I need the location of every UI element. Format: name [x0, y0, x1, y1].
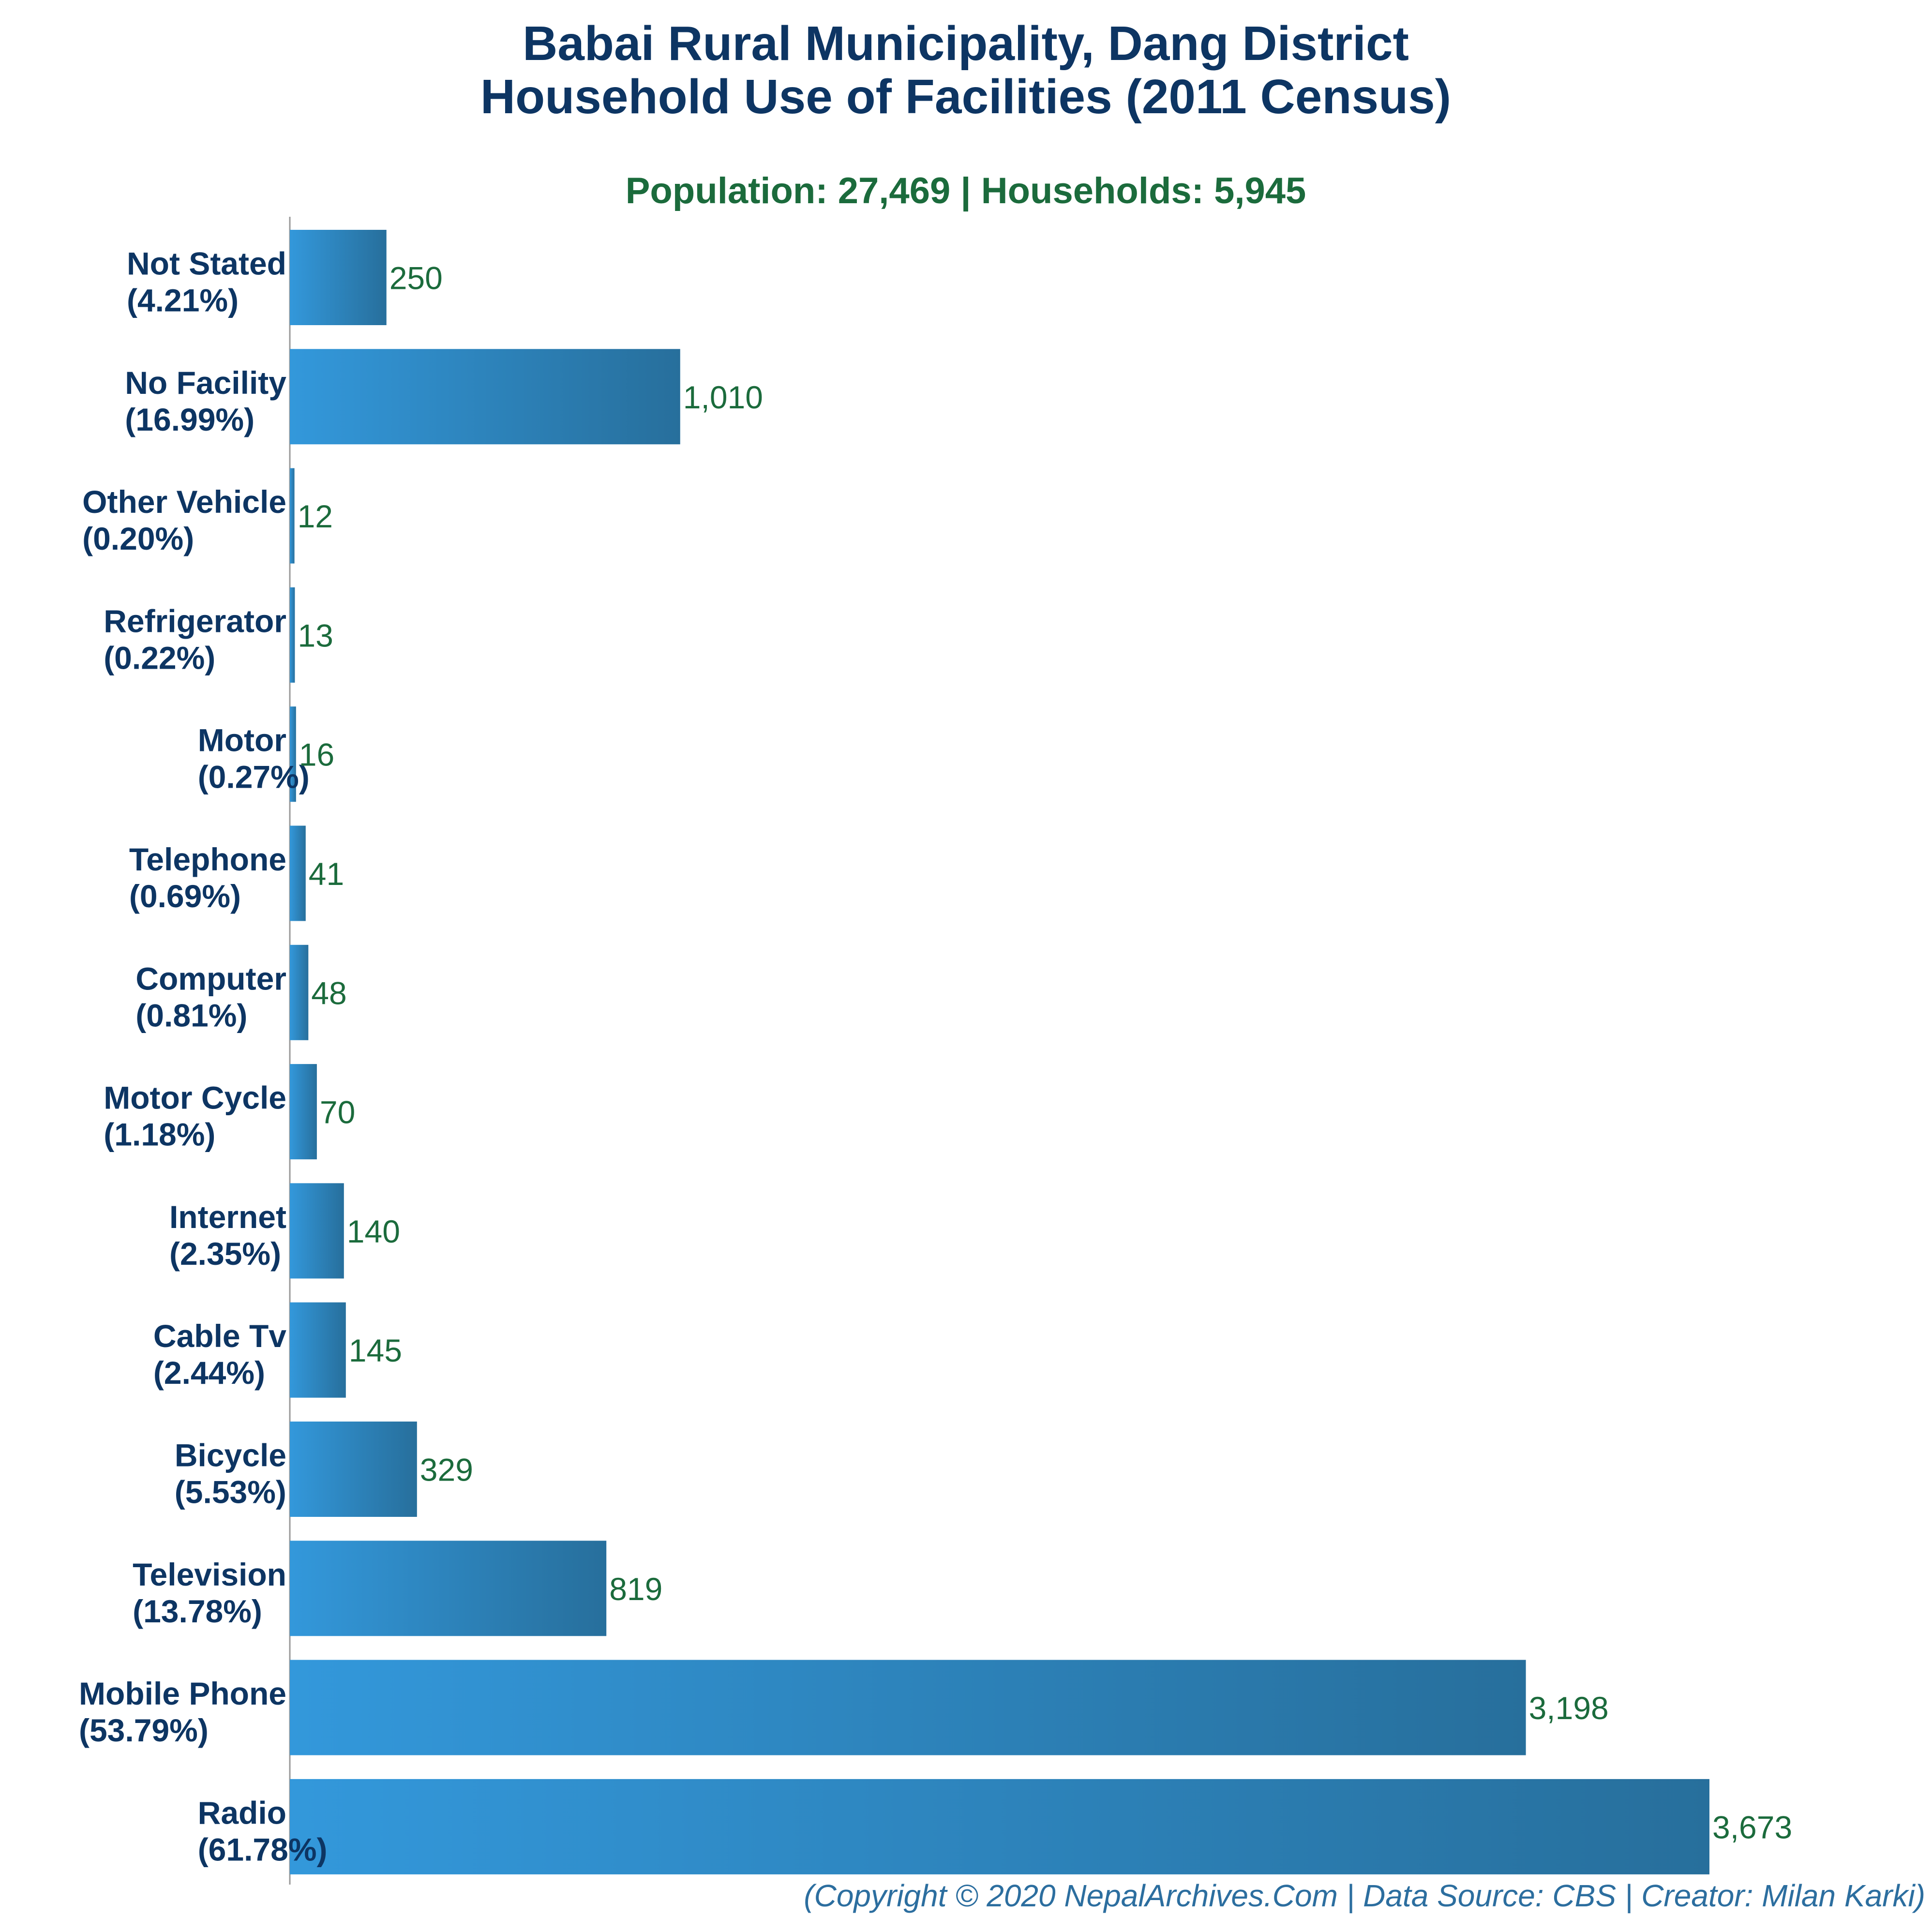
category-label: Internet: [169, 1199, 286, 1235]
bar: [290, 1779, 1709, 1874]
category-percent-label: (0.22%): [104, 640, 215, 675]
value-label: 13: [298, 617, 333, 653]
bar: [290, 1660, 1526, 1755]
value-label: 41: [309, 856, 344, 892]
category-percent-label: (53.79%): [79, 1712, 209, 1748]
category-percent-label: (5.53%): [175, 1474, 286, 1510]
value-label: 140: [347, 1213, 400, 1249]
category-label: Computer: [135, 960, 286, 996]
footer-credit: (Copyright © 2020 NepalArchives.Com | Da…: [804, 1878, 1925, 1914]
bar-row: Refrigerator(0.22%) 13: [104, 587, 333, 683]
bar-row: Motor(0.27%)16: [198, 706, 334, 802]
bar: [290, 230, 387, 325]
bar: [290, 944, 309, 1040]
bar-row: Radio(61.78%) 3,673: [198, 1779, 1792, 1874]
bar-row: Internet(2.35%) 140: [169, 1183, 400, 1279]
bar-row: Motor Cycle(1.18%) 70: [104, 1064, 355, 1160]
category-percent-label: (0.27%): [198, 759, 310, 795]
category-label: Motor Cycle: [104, 1080, 286, 1116]
bar: [290, 587, 295, 683]
value-label: 3,673: [1712, 1809, 1792, 1845]
value-label: 3,198: [1529, 1690, 1609, 1726]
bar: [290, 1064, 317, 1160]
category-percent-label: (61.78%): [198, 1831, 328, 1867]
chart-title-line-1: Babai Rural Municipality, Dang District: [523, 16, 1409, 71]
bar: [290, 1422, 417, 1517]
category-percent-label: (13.78%): [133, 1593, 262, 1629]
bar: [290, 468, 295, 564]
bar-row: Mobile Phone(53.79%) 3,198: [79, 1660, 1609, 1755]
category-percent-label: (0.81%): [135, 997, 247, 1033]
category-percent-label: (0.20%): [82, 521, 194, 556]
category-percent-label: (0.69%): [129, 878, 241, 914]
category-label: No Facility: [125, 365, 286, 401]
value-label: 329: [420, 1452, 473, 1488]
bar: [290, 1183, 344, 1279]
category-label: Radio: [198, 1795, 286, 1830]
bar-row: Not Stated(4.21%) 250: [127, 230, 443, 325]
bar-row: Television(13.78%) 819: [133, 1541, 662, 1636]
bar-row: Cable Tv(2.44%) 145: [153, 1302, 402, 1398]
category-percent-label: (1.18%): [104, 1117, 215, 1153]
chart-title-line-2: Household Use of Facilities (2011 Census…: [480, 70, 1451, 124]
bars-layer: Not Stated(4.21%) 250 No Facility(16.99%) 1…: [79, 230, 1792, 1874]
bar: [290, 349, 680, 445]
category-percent-label: (2.44%): [153, 1355, 265, 1391]
bar-row: No Facility(16.99%) 1,010: [125, 349, 763, 445]
bar-row: Computer(0.81%) 48: [135, 944, 347, 1040]
bar: [290, 825, 306, 921]
value-label: 145: [349, 1333, 402, 1368]
bar: [290, 1541, 607, 1636]
bar: [290, 706, 296, 802]
chart-subtitle: Population: 27,469 | Households: 5,945: [626, 170, 1306, 212]
value-label: 819: [609, 1571, 662, 1607]
value-label: 48: [311, 975, 346, 1011]
category-percent-label: (16.99%): [125, 402, 255, 437]
category-label: Television: [133, 1557, 286, 1592]
category-label: Motor: [198, 722, 286, 758]
category-percent-label: (2.35%): [169, 1236, 281, 1272]
value-label: 1,010: [683, 379, 763, 415]
category-label: Bicycle: [175, 1438, 286, 1473]
bar: [290, 1302, 346, 1398]
bar-row: Telephone(0.69%) 41: [129, 825, 344, 921]
category-label: Cable Tv: [153, 1318, 286, 1354]
category-label: Mobile Phone: [79, 1676, 286, 1711]
category-label: Telephone: [129, 841, 286, 877]
category-label: Other Vehicle: [82, 484, 286, 520]
category-percent-label: (4.21%): [127, 283, 239, 318]
category-label: Refrigerator: [104, 603, 286, 639]
category-label: Not Stated: [127, 246, 286, 282]
bar-row: Bicycle(5.53%) 329: [175, 1422, 473, 1517]
value-label: 12: [298, 498, 333, 534]
value-label: 16: [299, 737, 334, 773]
value-label: 250: [389, 260, 443, 296]
value-label: 70: [320, 1094, 355, 1130]
bar-row: Other Vehicle(0.20%) 12: [82, 468, 333, 564]
